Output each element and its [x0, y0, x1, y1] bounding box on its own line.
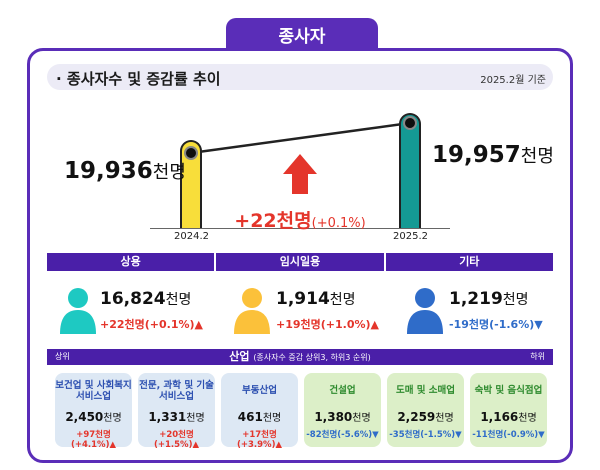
- base-date: 2025.2월 기준: [480, 75, 546, 86]
- down-arrow-icon: ▼: [372, 430, 379, 440]
- value-2025: 19,957천명: [432, 142, 554, 168]
- industry-card: 보건업 및 사회복지 서비스업 2,450천명 +97천명(+4.1%)▲: [55, 373, 132, 450]
- industry-change: -11천명(-0.9%)▼: [472, 430, 545, 440]
- industry-change: +20천명(+1.5%)▲: [153, 430, 199, 450]
- industry-name: 보건업 및 사회복지 서비스업: [55, 380, 132, 402]
- industry-name: 건설업: [329, 385, 356, 396]
- industry-card: 건설업 1,380천명 -82천명(-5.6%)▼: [304, 373, 381, 447]
- category-change: +19천명(+1.0%)▲: [276, 318, 380, 331]
- bottom-label: 하위: [530, 352, 545, 361]
- up-arrow-icon: ▲: [192, 440, 199, 450]
- industry-change: +17천명(+3.9%)▲: [236, 430, 282, 450]
- category-label-regular: 상용: [120, 255, 141, 268]
- industry-header-bar: 상위 산업 (종사자수 증감 상위3, 하위3 순위) 하위: [47, 349, 553, 365]
- value-2024: 19,936천명: [64, 158, 186, 184]
- industry-card: 숙박 및 음식점업 1,166천명 -11천명(-0.9%)▼: [470, 373, 547, 447]
- category-value: 1,219천명: [449, 289, 529, 309]
- category-label-temporary: 임시일용: [214, 253, 383, 271]
- industry-title: 산업 (종사자수 증감 상위3, 하위3 순위): [229, 350, 371, 363]
- pillar-2025: [399, 113, 421, 228]
- industry-change: -35천명(-1.5%)▼: [389, 430, 462, 440]
- year-label-right: 2025.2: [393, 231, 428, 242]
- industry-name: 숙박 및 음식점업: [474, 385, 543, 396]
- category-value: 16,824천명: [100, 289, 192, 309]
- down-arrow-icon: ▼: [538, 430, 545, 440]
- subtitle-bar: [47, 64, 553, 90]
- pillar-2024: [180, 140, 202, 228]
- industry-cards: 보건업 및 사회복지 서비스업 2,450천명 +97천명(+4.1%)▲ 전문…: [55, 373, 547, 450]
- industry-name: 부동산업: [242, 385, 277, 396]
- pillar-dot-2024: [184, 146, 198, 160]
- industry-card: 전문, 과학 및 기술 서비스업 1,331천명 +20천명(+1.5%)▲: [138, 373, 215, 450]
- industry-value: 2,259천명: [397, 410, 454, 424]
- pillar-dot-2025: [403, 116, 417, 130]
- down-arrow-icon: ▼: [534, 318, 543, 331]
- industry-value: 1,166천명: [480, 410, 537, 424]
- page-title: 종사자: [226, 18, 378, 50]
- person-icon: [234, 288, 270, 334]
- up-arrow-icon: ▲: [109, 440, 116, 450]
- industry-change: +97천명(+4.1%)▲: [70, 430, 116, 450]
- down-arrow-icon: ▼: [455, 430, 462, 440]
- up-arrow-icon: [283, 154, 317, 194]
- industry-value: 1,380천명: [314, 410, 371, 424]
- up-arrow-icon: ▲: [370, 318, 380, 331]
- category-change: -19천명(-1.6%)▼: [449, 318, 543, 331]
- category-value: 1,914천명: [276, 289, 356, 309]
- up-arrow-icon: ▲: [275, 440, 282, 450]
- industry-card: 부동산업 461천명 +17천명(+3.9%)▲: [221, 373, 298, 450]
- person-icon: [407, 288, 443, 334]
- industry-value: 461천명: [237, 410, 282, 424]
- category-label-other: 기타: [383, 253, 553, 271]
- industry-change: -82천명(-5.6%)▼: [306, 430, 379, 440]
- trend-baseline: [150, 228, 450, 229]
- total-change: +22천명(+0.1%): [234, 210, 366, 232]
- year-label-left: 2024.2: [174, 231, 209, 242]
- industry-value: 2,450천명: [65, 410, 122, 424]
- industry-card: 도매 및 소매업 2,259천명 -35천명(-1.5%)▼: [387, 373, 464, 447]
- section-subtitle: · 종사자수 및 증감률 추이: [56, 70, 221, 88]
- category-change: +22천명(+0.1%)▲: [100, 318, 204, 331]
- industry-name: 도매 및 소매업: [395, 385, 456, 396]
- up-arrow-icon: ▲: [194, 318, 204, 331]
- top-label: 상위: [55, 352, 70, 361]
- industry-name: 전문, 과학 및 기술 서비스업: [139, 380, 214, 402]
- industry-value: 1,331천명: [148, 410, 205, 424]
- person-icon: [60, 288, 96, 334]
- category-header-bar: 상용 임시일용 기타: [47, 253, 553, 271]
